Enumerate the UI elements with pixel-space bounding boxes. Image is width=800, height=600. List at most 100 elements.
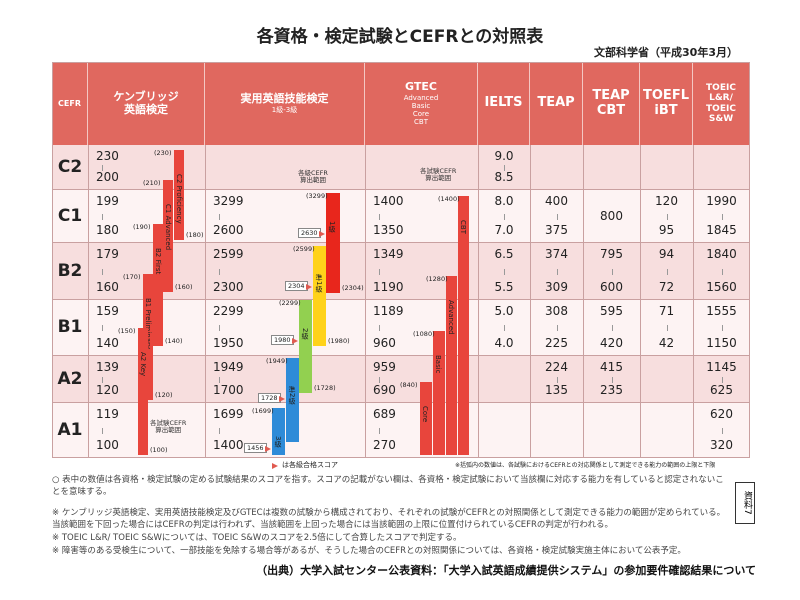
column-divider [88, 145, 89, 458]
score-upper: 139 [96, 360, 119, 374]
score-lower: 140 [96, 336, 119, 350]
score-lower: 120 [96, 383, 119, 397]
bar-name: 2級 [301, 328, 309, 340]
score-lower: 625 [710, 383, 733, 397]
score-bar [174, 150, 184, 240]
range-tick [504, 164, 505, 171]
bar-name: Core [421, 406, 429, 423]
range-tick [379, 376, 380, 383]
range-tick [504, 268, 505, 275]
score: 800 [600, 208, 623, 223]
header-text: CEFR [58, 98, 81, 108]
score-lower: 320 [710, 438, 733, 452]
source: （出典）大学入試センター公表資料：「大学入試英語成績提供システム」の参加要件確認… [256, 564, 756, 577]
subtitle: 文部科学省（平成30年3月） [594, 46, 738, 59]
score-bar [433, 331, 445, 455]
score-lower: 270 [373, 438, 396, 452]
pass-score: 1980 [271, 335, 294, 345]
bar-upper-limit: (2299) [279, 299, 301, 307]
bar-upper-limit: (840) [400, 381, 418, 389]
column-divider [640, 145, 641, 458]
score-bar [299, 300, 312, 393]
header-cell: ケンブリッジ 英語検定 [88, 62, 205, 145]
bar-upper-limit: (1949) [266, 357, 288, 365]
score-lower: 8.5 [494, 170, 514, 184]
column-divider [583, 145, 584, 458]
range-tick [721, 427, 723, 434]
header-subtext: 1級-3級 [271, 105, 298, 114]
pass-arrow [265, 446, 271, 452]
score-lower: 420 [600, 336, 623, 350]
score-upper: 620 [710, 407, 733, 421]
header-cell: 実用英語技能検定 1級-3級 [205, 62, 365, 145]
cambridge-range-note: 各試験CEFR 算出範囲 [150, 419, 187, 435]
score-lower: 2300 [213, 280, 244, 294]
score-lower: 235 [600, 383, 623, 397]
header-cell: IELTS [478, 62, 530, 145]
range-tick [102, 427, 103, 434]
cefr-level: A1 [57, 419, 83, 440]
score-lower: 1150 [706, 336, 737, 350]
bar-upper-limit: (170) [123, 273, 141, 281]
score-lower: 5.5 [494, 280, 514, 294]
score-upper: 6.5 [494, 247, 514, 261]
score-bar [163, 180, 173, 292]
score-upper: 94 [658, 247, 675, 261]
range-tick [611, 325, 613, 331]
score-upper: 120 [655, 194, 678, 208]
footnote: ※ 障害等のある受検生について、一部技能を免除する場合等があるが、そうした場合の… [52, 546, 686, 556]
score-lower: 200 [96, 170, 119, 184]
bar-name: 準1級 [315, 274, 323, 293]
range-tick [504, 213, 505, 220]
column-divider [478, 145, 479, 458]
pass-score: 2304 [285, 281, 308, 291]
bar-name: A2 Key [139, 352, 147, 377]
score-bar [446, 276, 457, 455]
range-tick [102, 325, 103, 331]
header-text: TEAP CBT [592, 87, 630, 118]
legend-arrow [272, 463, 278, 469]
bar-upper-limit: (150) [118, 327, 136, 335]
range-tick [666, 325, 668, 331]
range-tick [504, 325, 505, 331]
score-lower: 95 [658, 223, 675, 237]
bar-lower-limit: (160) [175, 283, 193, 291]
score-upper: 230 [96, 149, 119, 163]
score-lower: 135 [545, 383, 568, 397]
score-lower: 42 [658, 336, 675, 350]
bar-lower-limit: (2304) [342, 284, 364, 292]
score-lower: 2600 [213, 223, 244, 237]
score-lower: 960 [373, 336, 396, 350]
range-tick [721, 325, 723, 331]
bar-upper-limit: (190) [133, 223, 151, 231]
range-tick [556, 213, 558, 220]
pass-arrow [279, 396, 285, 402]
bar-upper-limit: (210) [143, 179, 161, 187]
score-upper: 1949 [213, 360, 244, 374]
header-cell: TOEFL iBT [640, 62, 693, 145]
footnote: ○ 表中の数値は各資格・検定試験の定める試験結果のスコアを指す。スコアの記載がな… [52, 475, 724, 498]
score-bar [420, 382, 432, 455]
score-lower: 1845 [706, 223, 737, 237]
score-lower: 309 [545, 280, 568, 294]
bar-lower-limit: (180) [186, 231, 204, 239]
footnote: ※ TOEIC L&R/ TOEIC S&Wについては、TOEIC S&Wのスコ… [52, 533, 462, 543]
range-tick [219, 268, 220, 275]
score-upper: 308 [545, 304, 568, 318]
score-bar [458, 196, 469, 455]
score-upper: 595 [600, 304, 623, 318]
bar-lower-limit: (120) [155, 391, 173, 399]
header-text: ケンブリッジ 英語検定 [113, 89, 179, 116]
header-text: TEAP [537, 95, 575, 111]
score-upper: 1189 [373, 304, 404, 318]
bar-name: C2 Proficiency [175, 174, 183, 224]
score-upper: 1699 [213, 407, 244, 421]
header-text: TOEFL iBT [643, 87, 689, 118]
pass-arrow [292, 338, 298, 344]
score-upper: 2599 [213, 247, 244, 261]
range-tick [666, 213, 668, 220]
bar-name: 3級 [274, 436, 282, 448]
row-background [52, 300, 750, 356]
bar-lower-limit: (1728) [314, 384, 336, 392]
score-upper: 2299 [213, 304, 244, 318]
